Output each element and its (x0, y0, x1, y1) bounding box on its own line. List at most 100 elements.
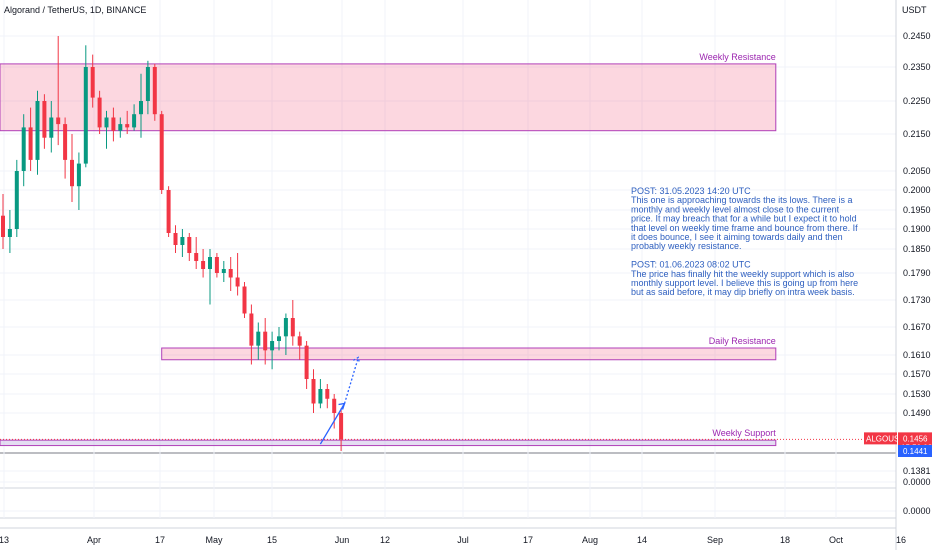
candle-body (221, 269, 226, 273)
candle-body (242, 286, 247, 314)
note-line: but as said before, it may dip briefly o… (631, 287, 855, 297)
candle (263, 318, 268, 365)
candle (104, 110, 109, 149)
zone-rect (0, 439, 777, 447)
candle (1, 194, 5, 249)
candle-body (214, 257, 219, 273)
y-tick-label: 0.1490 (903, 408, 931, 418)
candle-body (290, 318, 295, 337)
candle-body (166, 190, 171, 233)
y-tick-label: 0.0000 (903, 506, 931, 516)
candle (21, 114, 26, 187)
candle-body (235, 277, 240, 287)
candle-body (194, 253, 199, 261)
candle-body (332, 398, 337, 413)
y-tick-label: 0.2250 (903, 96, 931, 106)
candle (152, 63, 157, 121)
candle (14, 159, 19, 237)
x-tick-label: 15 (267, 535, 277, 545)
y-tick-label: 0.1900 (903, 224, 931, 234)
candle (228, 257, 233, 291)
candle-body (152, 67, 157, 115)
candle-body (1, 215, 5, 237)
symbol-tag: ALGOUSDT (866, 434, 910, 443)
candle-body (49, 117, 54, 138)
note-line: probably weekly resistance. (631, 241, 742, 251)
candle-body (270, 341, 275, 351)
candle-body (97, 97, 102, 128)
candle (270, 331, 275, 370)
candle (221, 261, 226, 282)
candle (208, 249, 212, 305)
x-tick-label: 17 (155, 535, 165, 545)
y-tick-label: 0.1610 (903, 350, 931, 360)
candle (180, 229, 185, 257)
candle-body (159, 114, 164, 190)
candle-body (325, 389, 330, 399)
candle-body (70, 159, 74, 187)
candle-body (7, 229, 12, 237)
candle (311, 369, 316, 413)
candles (1, 36, 344, 451)
candle-body (83, 67, 88, 164)
x-tick-label: Apr (87, 535, 101, 545)
candle (304, 341, 309, 389)
note-line: This one is approaching towards the its … (631, 195, 852, 205)
candle-body (339, 413, 344, 440)
zone-label: Weekly Resistance (699, 52, 775, 62)
note-line: that level on weekly time frame and boun… (631, 223, 858, 233)
candle (125, 110, 130, 134)
candle (70, 134, 74, 202)
candle-body (90, 67, 95, 98)
y-tick-label: 0.1381 (903, 466, 931, 476)
price-tag-value: 0.1456 (903, 434, 928, 443)
candle (139, 73, 143, 138)
y-tick-label: 0.2450 (903, 31, 931, 41)
candle-body (318, 389, 323, 404)
y-tick-label: 0.1570 (903, 369, 931, 379)
note-line: monthly support level. I believe this is… (631, 278, 858, 288)
candle-body (201, 261, 206, 269)
chart-title: Algorand / TetherUS, 1D, BINANCE (4, 5, 146, 15)
y-tick-label: 0.2150 (903, 129, 931, 139)
candle (159, 110, 164, 194)
zone-rect (0, 63, 777, 132)
candle (332, 394, 337, 429)
candle-body (311, 379, 316, 404)
candle-body (42, 101, 47, 138)
candle (187, 233, 192, 261)
candle (277, 327, 281, 351)
candle-body (28, 127, 33, 160)
note-line: price. It may breach that for a while bu… (631, 214, 857, 224)
candle (283, 313, 288, 355)
x-tick-label: 12 (380, 535, 390, 545)
note-line: POST: 01.06.2023 08:02 UTC (631, 260, 751, 270)
candle-body (139, 101, 143, 115)
candle-body (111, 117, 116, 131)
candle (83, 45, 88, 168)
candle (339, 408, 344, 451)
projection-dotted (343, 357, 359, 404)
candle (235, 253, 240, 296)
candle (145, 60, 150, 115)
candle (201, 249, 206, 278)
y-tick-label: 0.2050 (903, 166, 931, 176)
candle-body (21, 127, 26, 171)
candle (173, 225, 178, 253)
candle (35, 90, 40, 175)
candle-body (249, 313, 254, 346)
candle (242, 282, 247, 318)
candle-body (56, 117, 61, 125)
x-tick-label: Sep (707, 535, 723, 545)
zone-label: Weekly Support (712, 428, 776, 438)
note-line: it does bounce, I see it aiming towards … (631, 232, 843, 242)
candle (318, 379, 323, 409)
candle (90, 54, 95, 108)
candle (256, 322, 261, 360)
candle (49, 101, 54, 153)
candle-body (104, 117, 109, 128)
candle-body (118, 124, 123, 131)
candle (118, 117, 123, 138)
